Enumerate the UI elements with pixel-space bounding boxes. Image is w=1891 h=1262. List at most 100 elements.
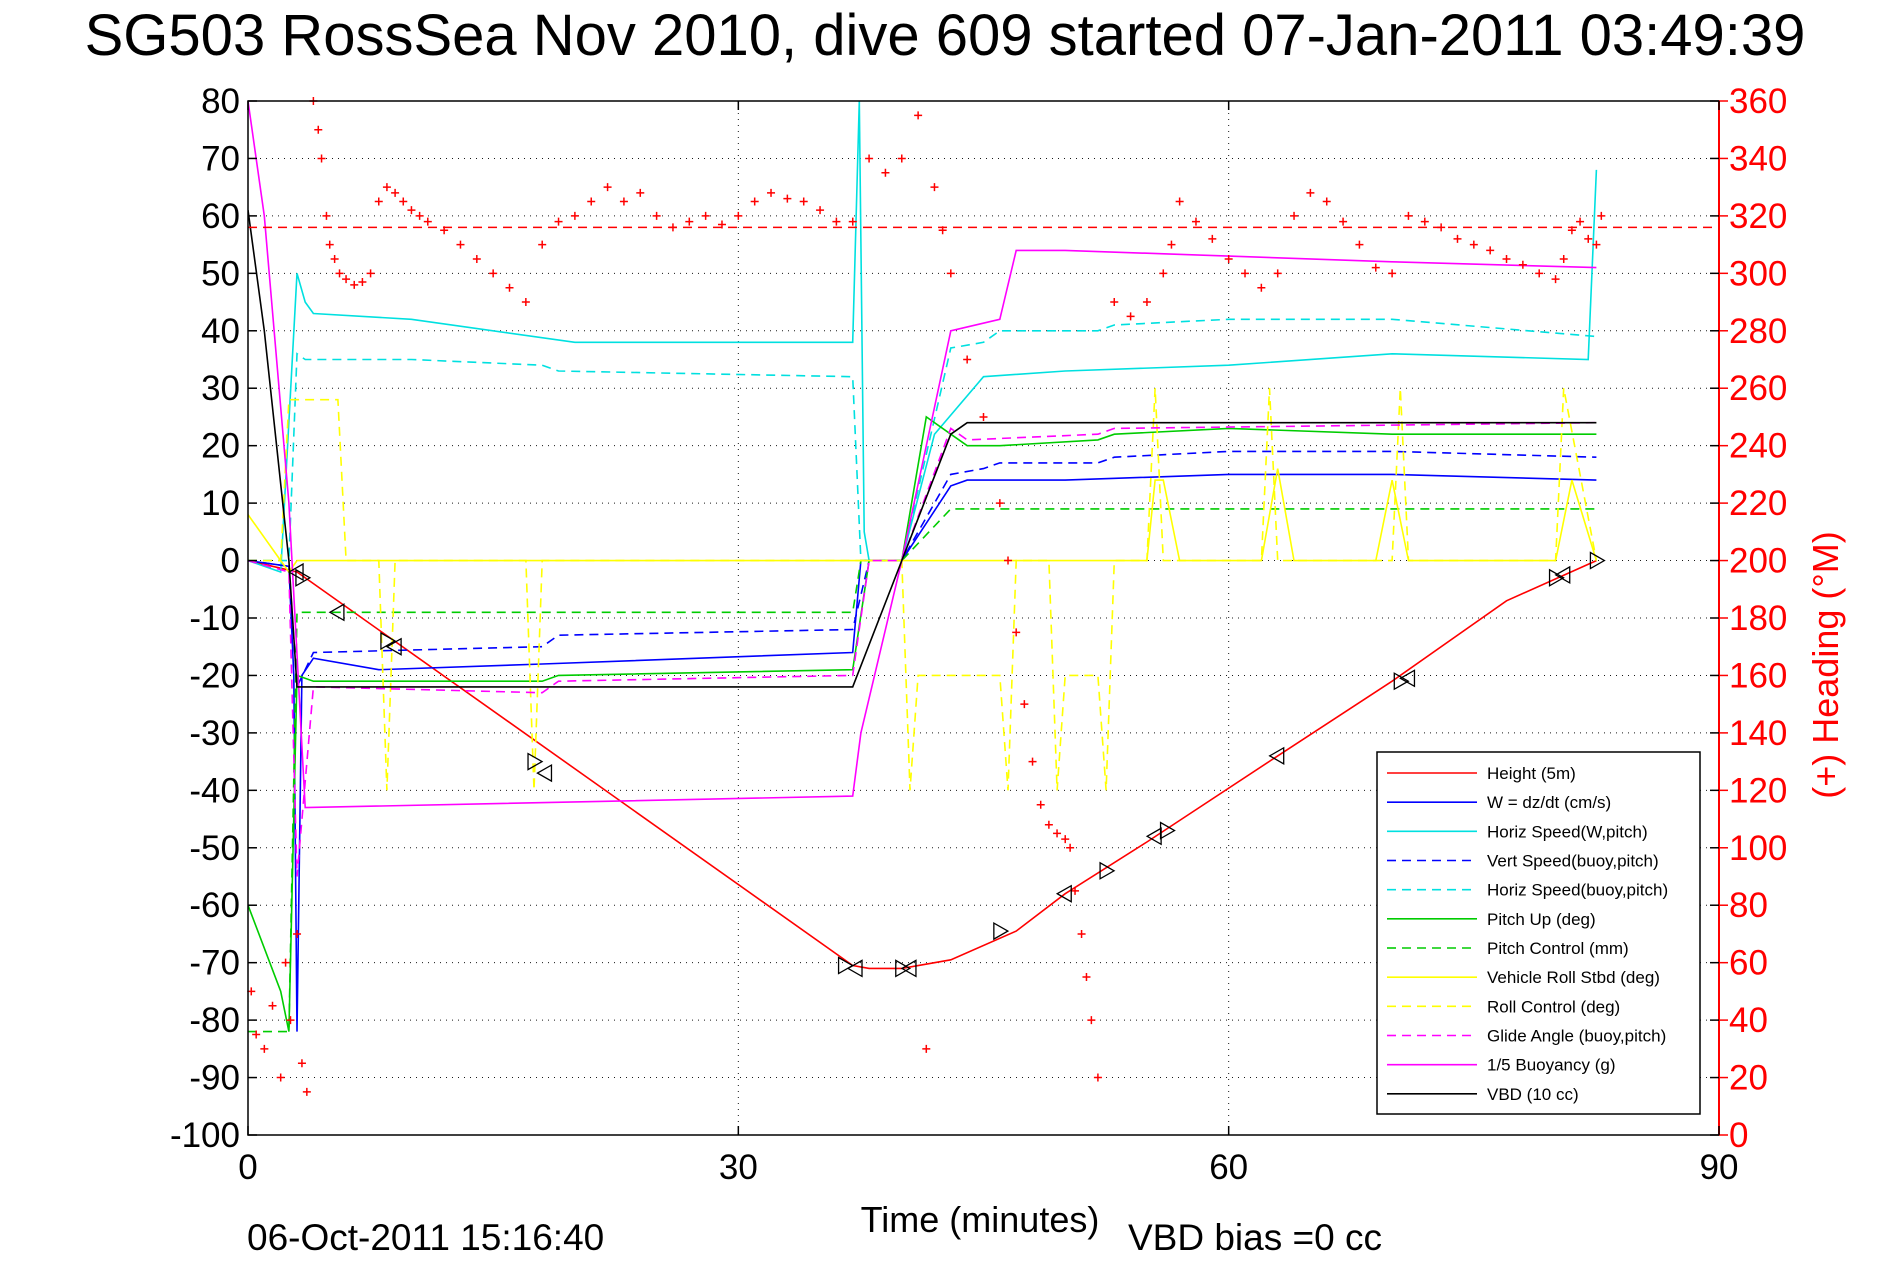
series-layer <box>248 101 1598 1033</box>
heading-point-52 <box>832 217 841 226</box>
heading-point-91 <box>1290 211 1299 220</box>
heading-point-37 <box>587 197 596 206</box>
heading-point-60 <box>938 226 947 235</box>
legend-label-6: Pitch Control (mm) <box>1487 939 1629 958</box>
heading-point-17 <box>342 275 351 284</box>
y-tick-label-10: -20 <box>189 656 240 695</box>
heading-point-1 <box>252 1030 261 1039</box>
heading-point-6 <box>286 1016 295 1025</box>
series-line-10 <box>248 101 1597 809</box>
height-triangle-15 <box>1159 821 1176 840</box>
x-tick-label-1: 30 <box>719 1148 758 1187</box>
series-line-9 <box>248 421 1597 877</box>
heading-point-68 <box>1028 757 1037 766</box>
height-triangle-2 <box>328 603 345 622</box>
heading-point-103 <box>1486 246 1495 255</box>
heading-point-97 <box>1388 269 1397 278</box>
height-triangle-markers <box>287 551 1606 978</box>
heading-point-44 <box>701 211 710 220</box>
heading-point-66 <box>1012 628 1021 637</box>
heading-point-110 <box>1576 217 1585 226</box>
heading-point-82 <box>1159 269 1168 278</box>
heading-tick-label-8: 200 <box>1729 542 1787 581</box>
y-tick-label-1: 70 <box>201 139 240 178</box>
height-triangle-20 <box>1554 565 1571 585</box>
height-triangle-8 <box>846 959 863 978</box>
height-triangle-6 <box>536 763 553 783</box>
heading-tick-label-3: 300 <box>1729 254 1787 293</box>
legend-label-8: Roll Control (deg) <box>1487 997 1620 1016</box>
heading-point-73 <box>1066 843 1075 852</box>
footer-vbd-bias: VBD bias =0 cc <box>1128 1217 1382 1258</box>
heading-point-21 <box>374 197 383 206</box>
heading-point-39 <box>619 197 628 206</box>
heading-point-34 <box>538 240 547 249</box>
y-tick-label-12: -40 <box>189 771 240 810</box>
heading-point-106 <box>1535 269 1544 278</box>
heading-tick-label-1: 340 <box>1729 139 1787 178</box>
heading-tick-label-16: 40 <box>1729 1001 1768 1040</box>
x-axis: 0 30 60 90 <box>238 101 1738 1187</box>
heading-point-46 <box>734 211 743 220</box>
heading-point-94 <box>1339 217 1348 226</box>
heading-point-92 <box>1306 188 1315 197</box>
legend-label-4: Horiz Speed(buoy,pitch) <box>1487 881 1668 900</box>
heading-point-41 <box>652 211 661 220</box>
height-triangle-1 <box>295 568 312 587</box>
heading-point-25 <box>407 206 416 215</box>
heading-point-112 <box>1592 240 1601 249</box>
heading-point-67 <box>1020 700 1029 709</box>
series-line-7 <box>248 468 1598 574</box>
x-tick-label-3: 90 <box>1700 1148 1739 1187</box>
height-triangle-12 <box>1055 884 1072 903</box>
y-tick-label-14: -60 <box>189 886 240 925</box>
heading-point-113 <box>1597 211 1606 220</box>
heading-point-57 <box>914 111 923 120</box>
heading-point-71 <box>1053 829 1062 838</box>
heading-point-63 <box>979 412 988 421</box>
series-line-2 <box>248 101 1598 574</box>
height-triangle-10 <box>900 959 917 978</box>
height-triangle-3 <box>380 631 397 651</box>
heading-point-11 <box>314 125 323 134</box>
series-line-1 <box>248 473 1597 1032</box>
y-tick-label-2: 60 <box>201 197 240 236</box>
x-axis-label: Time (minutes) <box>861 1199 1100 1240</box>
heading-point-79 <box>1110 298 1119 307</box>
y-tick-label-18: -100 <box>170 1116 240 1155</box>
y-tick-label-6: 20 <box>201 427 240 466</box>
heading-point-69 <box>1036 800 1045 809</box>
y-tick-label-5: 30 <box>201 369 240 408</box>
heading-point-65 <box>1004 556 1013 565</box>
heading-point-53 <box>848 217 857 226</box>
legend-label-3: Vert Speed(buoy,pitch) <box>1487 852 1659 871</box>
heading-point-33 <box>521 298 530 307</box>
y-tick-label-8: 0 <box>221 542 240 581</box>
heading-point-99 <box>1420 217 1429 226</box>
heading-tick-label-5: 260 <box>1729 369 1787 408</box>
heading-point-35 <box>554 217 563 226</box>
y-tick-label-13: -50 <box>189 829 240 868</box>
height-triangle-21 <box>1589 551 1606 570</box>
height-triangle-9 <box>895 959 912 978</box>
legend-label-11: VBD (10 cc) <box>1487 1085 1579 1104</box>
right-y-axis: 3603403203002802602402202001801601401201… <box>1719 82 1787 1155</box>
x-tick-label-0: 0 <box>238 1148 257 1187</box>
heading-tick-label-17: 20 <box>1729 1059 1768 1098</box>
heading-point-12 <box>317 154 326 163</box>
height-triangle-11 <box>993 921 1010 941</box>
heading-tick-label-2: 320 <box>1729 197 1787 236</box>
heading-tick-label-18: 0 <box>1729 1116 1748 1155</box>
heading-point-77 <box>1087 1016 1096 1025</box>
heading-point-58 <box>922 1044 931 1053</box>
heading-point-18 <box>350 280 359 289</box>
legend-label-10: 1/5 Buoyancy (g) <box>1487 1056 1616 1075</box>
heading-point-9 <box>302 1087 311 1096</box>
heading-point-20 <box>366 269 375 278</box>
heading-point-75 <box>1077 929 1086 938</box>
heading-point-27 <box>423 217 432 226</box>
y-tick-label-15: -70 <box>189 944 240 983</box>
heading-point-23 <box>391 188 400 197</box>
x-tick-label-2: 60 <box>1209 1148 1248 1187</box>
